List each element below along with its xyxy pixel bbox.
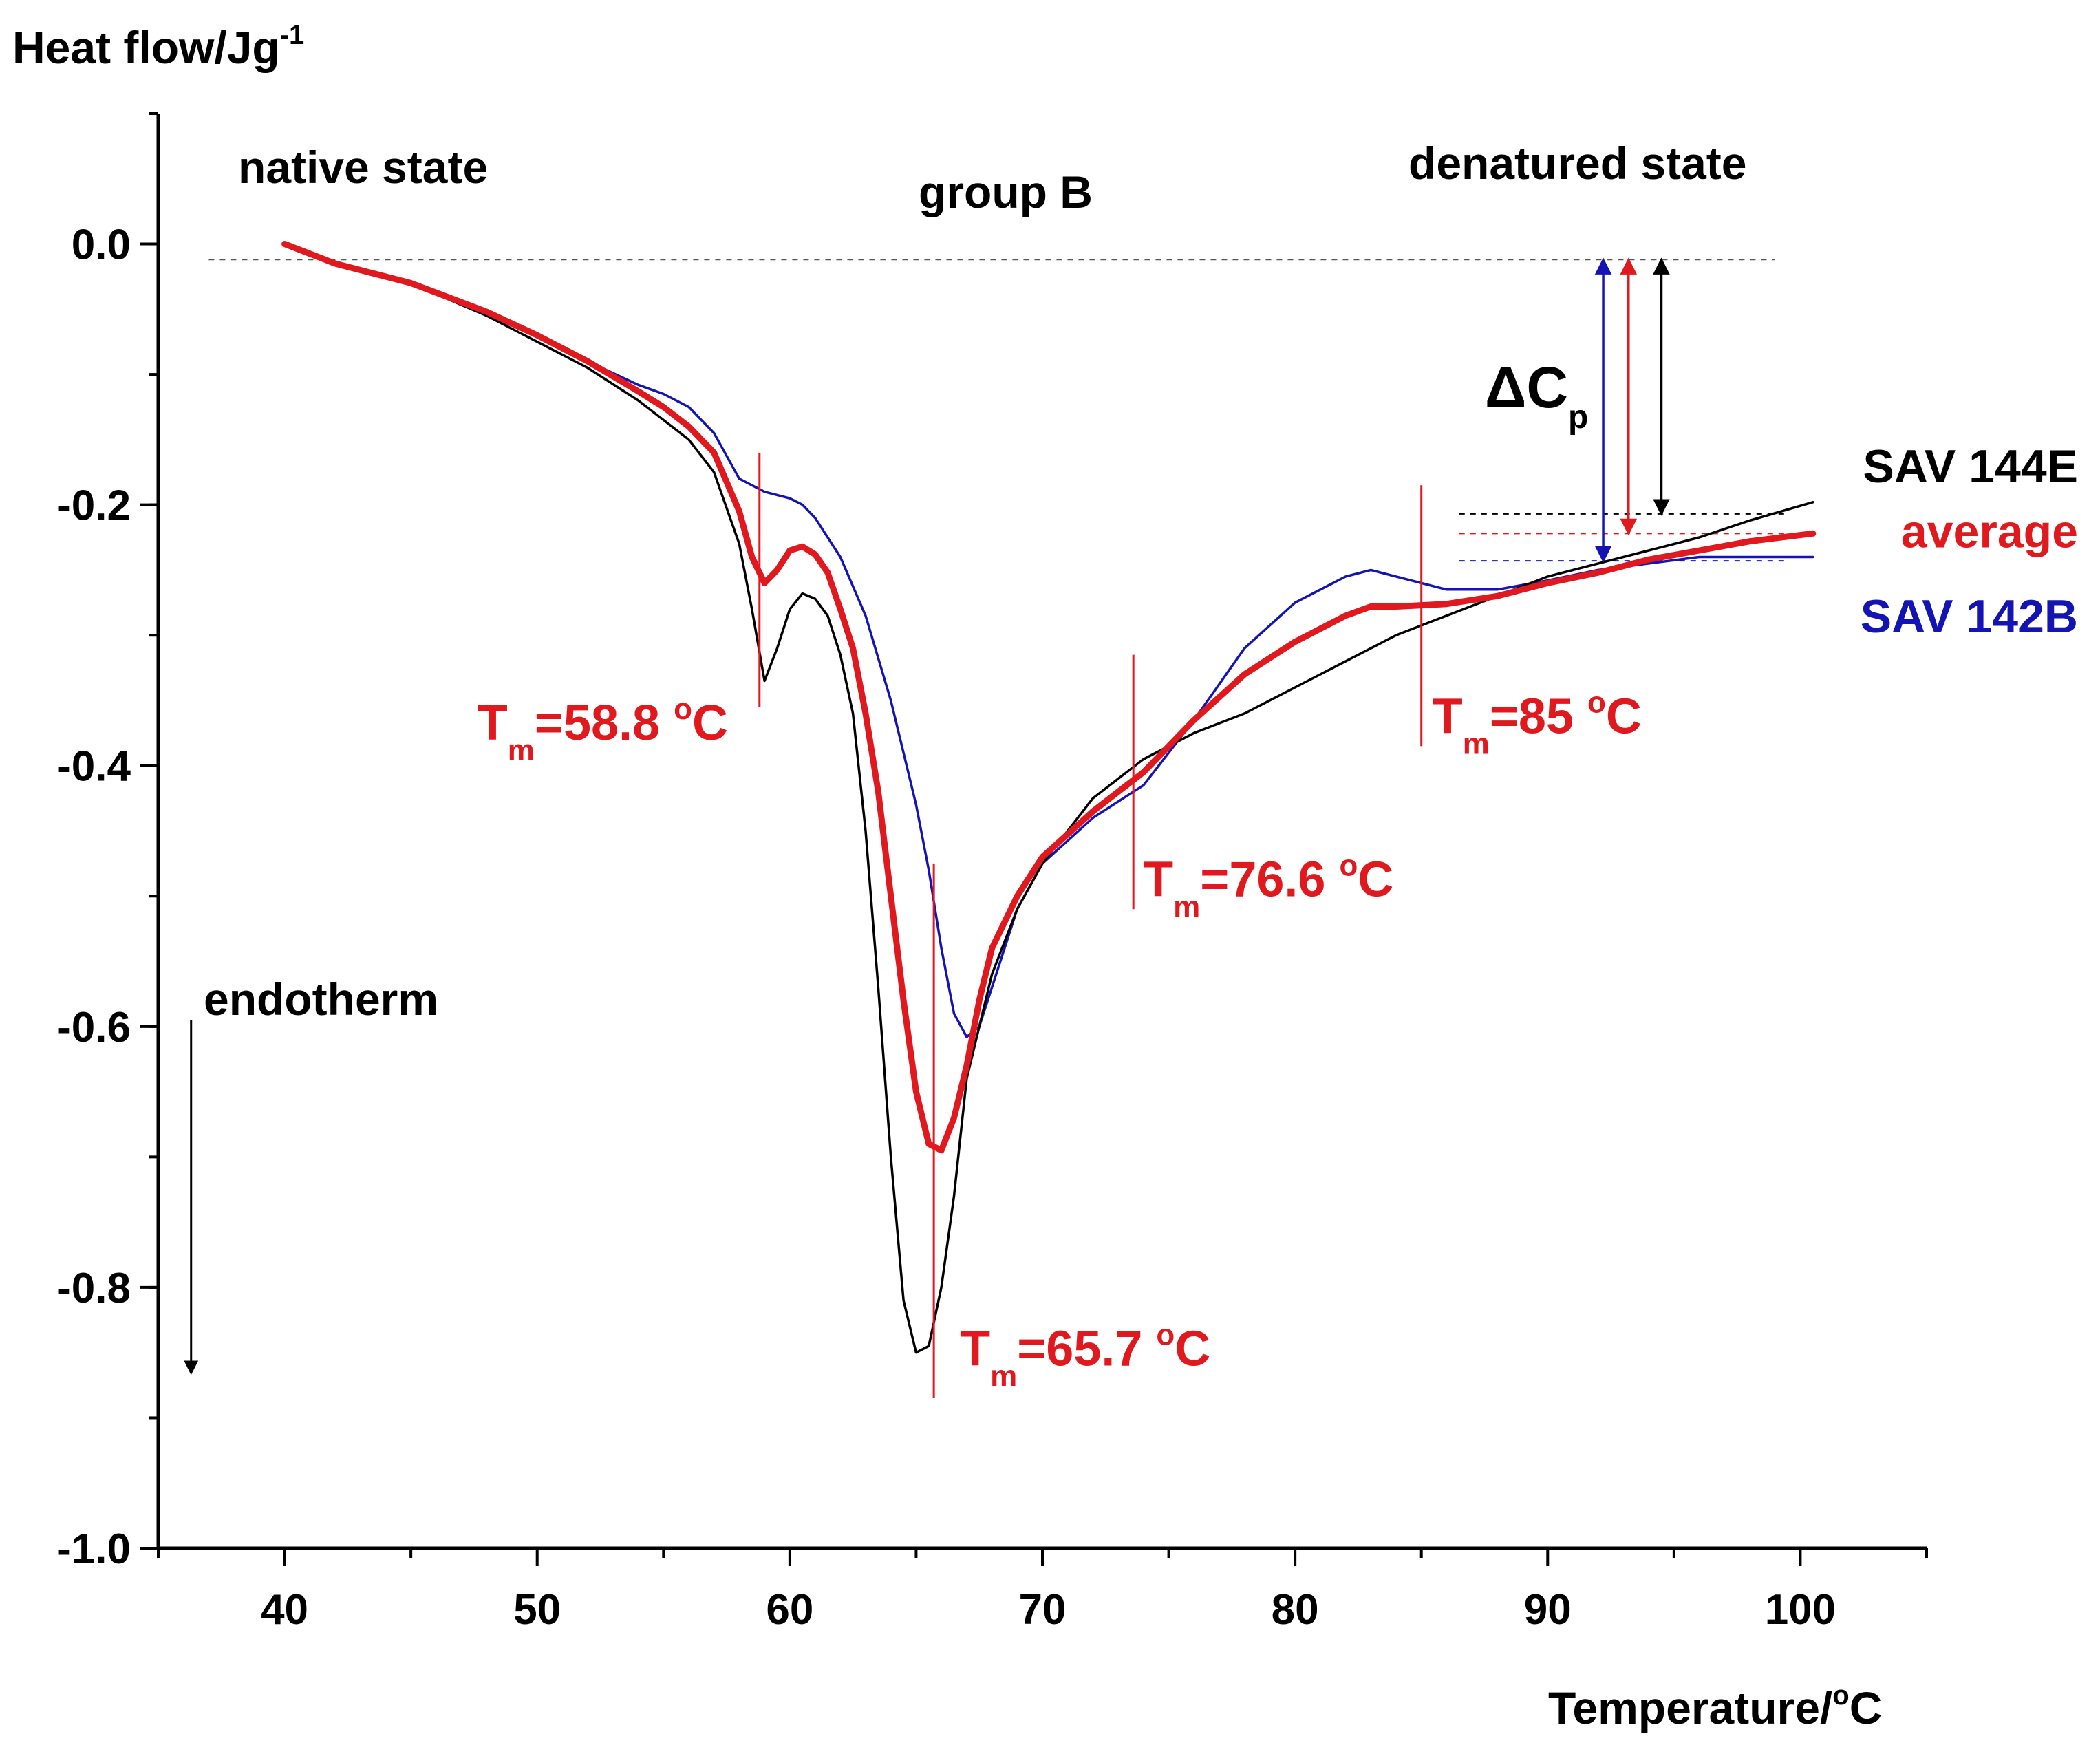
legend-label: SAV 142B xyxy=(1861,590,2078,643)
x-tick-label: 100 xyxy=(1765,1586,1836,1634)
tm-label-sub: m xyxy=(1173,890,1200,923)
tm-label-degree: o xyxy=(1156,1318,1175,1352)
y-tick-label: -1.0 xyxy=(57,1525,131,1573)
tm-label-base: T xyxy=(1143,852,1173,907)
tm-label-unit: C xyxy=(1175,1322,1210,1377)
tm-label-base: T xyxy=(478,696,508,751)
delta-cp-symbol: ΔC xyxy=(1485,355,1568,420)
tm-label: Tm=76.6 oC xyxy=(1143,848,1393,923)
arrows xyxy=(184,257,1670,1375)
y-tick-label: -0.6 xyxy=(57,1004,131,1051)
x-axis-label: Temperature/oC xyxy=(1548,1680,1882,1733)
tm-label-degree: o xyxy=(1339,848,1358,882)
endotherm-label: endotherm xyxy=(204,974,438,1025)
series-line xyxy=(281,241,1817,1154)
legend: SAV 144E average SAV 142B xyxy=(1861,440,2078,643)
tm-label-value: =58.8 xyxy=(535,696,674,751)
x-tick-label: 90 xyxy=(1524,1586,1572,1634)
tm-label-degree: o xyxy=(1587,685,1606,719)
y-axis-label-base: Heat flow/Jg xyxy=(12,22,280,73)
y-tick-label: 0.0 xyxy=(72,222,131,269)
delta-cp-label: ΔCp xyxy=(1485,355,1588,436)
tm-label-sub: m xyxy=(990,1360,1017,1393)
x-axis-label-unit: C xyxy=(1850,1682,1883,1733)
y-tick-label: -0.2 xyxy=(57,482,131,530)
tm-label-base: T xyxy=(1433,689,1463,744)
y-ticks: 0.0 -0.2 -0.4 -0.6 -0.8 -1.0 xyxy=(57,112,158,1573)
tm-label-degree: o xyxy=(674,692,692,726)
tm-label: Tm=58.8 oC xyxy=(478,692,728,767)
tm-label-sub: m xyxy=(508,734,535,767)
native-state-label: native state xyxy=(238,142,488,193)
series-line xyxy=(283,242,1814,1038)
tm-label-value: =85 xyxy=(1490,689,1587,744)
x-tick-label: 80 xyxy=(1272,1586,1319,1634)
denatured-state-label: denatured state xyxy=(1408,138,1746,189)
legend-label: average xyxy=(1901,506,2078,558)
tm-label-value: =65.7 xyxy=(1017,1322,1156,1377)
tm-label-sub: m xyxy=(1463,727,1490,760)
x-tick-label: 60 xyxy=(766,1586,813,1634)
y-axis-label-sup: -1 xyxy=(280,20,305,50)
legend-label: SAV 144E xyxy=(1863,440,2078,493)
tm-label-unit: C xyxy=(1606,689,1642,744)
y-axis-label: Heat flow/Jg-1 xyxy=(12,20,304,73)
x-tick-label: 40 xyxy=(261,1586,308,1634)
tm-label-unit: C xyxy=(1358,852,1393,907)
tm-label: Tm=85 oC xyxy=(1433,685,1642,760)
series-group xyxy=(281,241,1817,1354)
group-label: group B xyxy=(919,167,1093,217)
x-tick-label: 70 xyxy=(1019,1586,1067,1634)
tm-label-value: =76.6 xyxy=(1200,852,1339,907)
x-axis-label-base: Temperature/ xyxy=(1548,1682,1832,1733)
y-tick-label: -0.4 xyxy=(57,743,131,791)
y-tick-label: -0.8 xyxy=(57,1265,131,1312)
delta-cp-sub: p xyxy=(1568,399,1588,436)
reference-lines xyxy=(208,259,1788,562)
x-ticks: 40 50 60 70 80 90 100 xyxy=(157,1548,1928,1634)
series-line xyxy=(283,242,1814,1354)
tm-label: Tm=65.7 oC xyxy=(960,1318,1210,1393)
tm-label-unit: C xyxy=(692,696,728,751)
tm-label-base: T xyxy=(960,1322,990,1377)
x-tick-label: 50 xyxy=(513,1586,561,1634)
x-axis-label-sup: o xyxy=(1832,1680,1849,1711)
